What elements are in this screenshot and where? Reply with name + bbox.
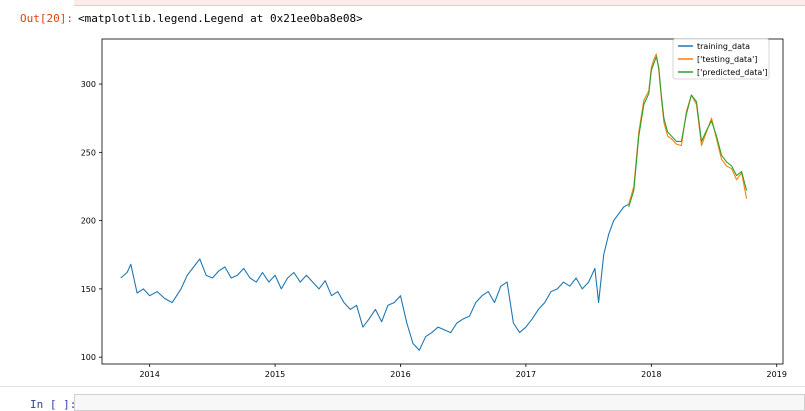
output-repr-text: <matplotlib.legend.Legend at 0x21ee0ba8e… — [78, 12, 363, 25]
legend-label-testing: ['testing_data'] — [697, 55, 757, 64]
x-tick-label: 2017 — [516, 370, 536, 379]
legend-label-training: training_data — [697, 42, 750, 51]
plot-frame — [101, 38, 784, 365]
x-tick-label: 2016 — [390, 370, 410, 379]
legend: training_data ['testing_data'] ['predict… — [672, 38, 770, 80]
y-axis: 100 150 200 250 300 — [81, 80, 102, 362]
series-line-0 — [120, 203, 629, 351]
x-tick-label: 2018 — [641, 370, 661, 379]
legend-label-predicted: ['predicted_data'] — [697, 68, 768, 77]
y-tick-label: 300 — [81, 80, 96, 89]
input-prompt: In [ ]: — [30, 398, 77, 411]
y-tick-label: 100 — [81, 353, 96, 362]
x-tick-label: 2014 — [139, 370, 159, 379]
code-input-cell[interactable] — [74, 394, 805, 411]
previous-output-error-strip — [74, 0, 805, 6]
x-tick-label: 2015 — [265, 370, 285, 379]
y-tick-label: 250 — [81, 148, 96, 157]
x-axis: 2014 2015 2016 2017 2018 2019 — [139, 364, 787, 379]
x-tick-label: 2019 — [767, 370, 787, 379]
legend-box — [672, 38, 770, 80]
output-prompt: Out[20]: — [20, 12, 73, 25]
series-line-2 — [628, 56, 748, 208]
cell-divider — [0, 386, 805, 387]
chart-area: 2014 2015 2016 2017 2018 2019 100 150 200 250 300… — [81, 38, 787, 379]
y-tick-label: 200 — [81, 217, 96, 226]
series-lines — [120, 53, 748, 351]
y-tick-label: 150 — [81, 285, 96, 294]
